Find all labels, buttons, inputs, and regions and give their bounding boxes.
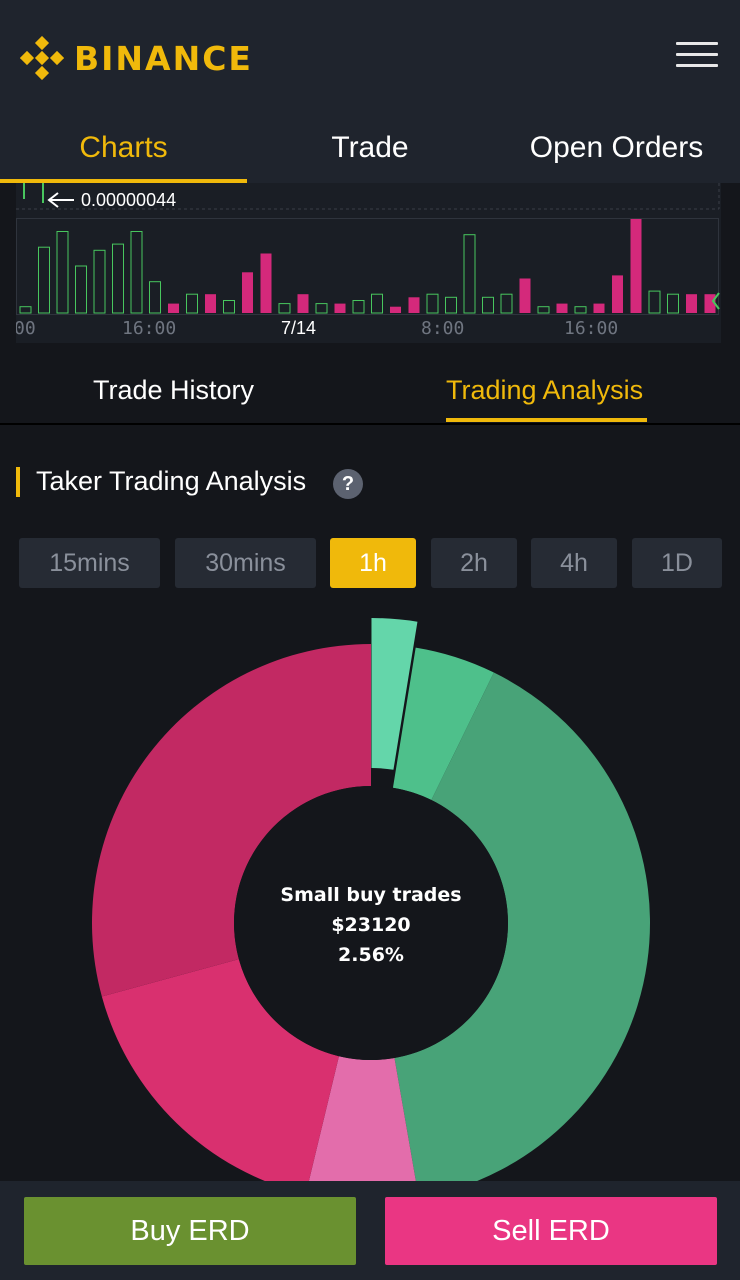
app-header: BINANCE Charts Trade Open Orders (0, 0, 740, 183)
tab-charts[interactable]: Charts (79, 131, 168, 164)
volume-bar (574, 306, 587, 314)
volume-bar (426, 293, 439, 314)
volume-bar (408, 297, 420, 313)
active-subtab-indicator (446, 418, 647, 422)
active-tab-indicator (0, 179, 247, 183)
volume-bar (334, 303, 346, 313)
interval-30mins[interactable]: 30mins (175, 538, 316, 588)
interval-4h[interactable]: 4h (531, 538, 617, 588)
analysis-tabs: Trade History Trading Analysis (0, 355, 740, 425)
volume-bar (223, 300, 235, 314)
x-tick-label: 16:00 (122, 318, 176, 339)
volume-chart[interactable]: 00 16:00 7/14 8:00 16:00 (16, 183, 721, 343)
donut-segment[interactable] (371, 618, 418, 770)
volume-bar (149, 281, 161, 314)
volume-bar (242, 272, 253, 313)
volume-bar (556, 303, 568, 313)
donut-segment[interactable] (392, 647, 494, 801)
volume-bar (612, 275, 623, 313)
volume-bar (186, 293, 198, 314)
tab-trade[interactable]: Trade (331, 131, 409, 164)
price-arrow-icon (47, 192, 74, 208)
volume-bar (352, 300, 365, 314)
interval-selector: 15mins 30mins 1h 2h 4h 1D (0, 538, 740, 588)
volume-bar (630, 219, 642, 313)
donut-segment[interactable] (306, 1056, 419, 1181)
volume-bar (130, 231, 143, 314)
volume-bar (519, 278, 531, 313)
sell-button[interactable]: Sell ERD (385, 1197, 717, 1265)
donut-segment[interactable] (101, 959, 339, 1181)
segment-percent: 2.56% (338, 944, 404, 966)
volume-bar (112, 243, 124, 314)
tab-open-orders[interactable]: Open Orders (529, 131, 704, 164)
volume-bar (38, 246, 50, 314)
donut-segment[interactable] (394, 672, 650, 1181)
interval-2h[interactable]: 2h (431, 538, 517, 588)
last-price-label: 0.00000044 (81, 190, 177, 210)
tab-trade-history[interactable]: Trade History (93, 375, 255, 405)
volume-bar (371, 293, 383, 314)
volume-bar (297, 294, 309, 313)
main-tabs: Charts Trade Open Orders (0, 125, 740, 183)
x-tick-label: 8:00 (421, 318, 464, 339)
tab-trading-analysis[interactable]: Trading Analysis (446, 375, 644, 405)
brand-name: BINANCE (74, 38, 253, 78)
section-title: Taker Trading Analysis (36, 466, 307, 496)
taker-donut-chart[interactable] (0, 610, 740, 1181)
segment-name: Small buy trades (280, 884, 462, 906)
donut-center-label: Small buy trades $23120 2.56% (240, 880, 502, 970)
volume-bar (390, 306, 401, 313)
interval-1h[interactable]: 1h (330, 538, 416, 588)
volume-bar (593, 303, 605, 313)
volume-bar (445, 296, 457, 314)
binance-logo[interactable]: BINANCE (20, 36, 253, 80)
volume-bar (19, 306, 32, 314)
volume-bar (537, 306, 550, 314)
volume-bar (93, 249, 106, 314)
volume-bar (463, 234, 476, 314)
volume-bar (704, 294, 716, 313)
volume-bar (648, 290, 661, 314)
volume-bar (205, 294, 216, 313)
volume-bar (500, 293, 513, 314)
volume-bar (260, 253, 272, 313)
action-bar: Buy ERD Sell ERD (0, 1181, 740, 1280)
volume-bar (168, 303, 179, 313)
binance-diamond-icon (20, 36, 64, 80)
donut-hole (234, 786, 508, 1060)
volume-bar (56, 231, 69, 314)
hamburger-menu-icon[interactable] (676, 42, 718, 68)
volume-bar (278, 303, 291, 314)
interval-15mins[interactable]: 15mins (19, 538, 160, 588)
help-icon[interactable]: ? (333, 469, 363, 499)
volume-bar (75, 265, 87, 314)
x-tick-label: 7/14 (281, 318, 316, 338)
x-tick-label: 00 (16, 318, 36, 339)
volume-bar (686, 294, 697, 313)
interval-1d[interactable]: 1D (632, 538, 722, 588)
volume-bar (667, 293, 679, 314)
x-tick-label: 16:00 (564, 318, 618, 339)
volume-bar (315, 303, 328, 314)
volume-chart-svg: 00 16:00 7/14 8:00 16:00 (16, 183, 720, 339)
section-accent-bar (16, 467, 20, 497)
volume-bar (482, 296, 494, 314)
buy-button[interactable]: Buy ERD (24, 1197, 356, 1265)
segment-amount: $23120 (331, 914, 411, 936)
donut-segment[interactable] (92, 644, 371, 997)
